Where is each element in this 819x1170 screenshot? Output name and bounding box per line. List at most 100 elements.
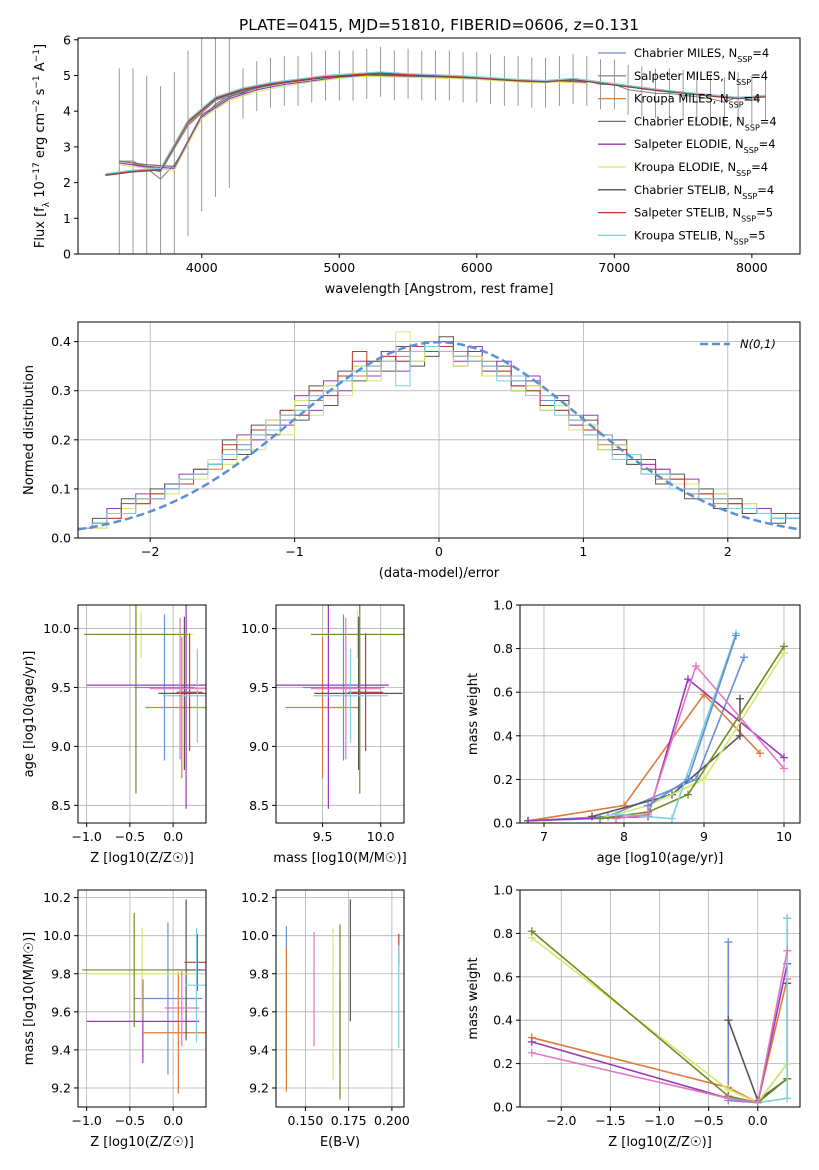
age-vs-mass-panel: 9.5 10.0 8.5 9.0 9.5 10.0 mass [log10(M/M☉)]	[241, 604, 407, 866]
plot-area	[82, 899, 206, 1094]
weight-series-line	[531, 930, 788, 1104]
model-spectrum-line	[119, 75, 587, 171]
weight-marker	[732, 631, 740, 640]
plot-area	[84, 605, 206, 809]
x-axis-label: age [log10(age/yr)]	[597, 851, 724, 866]
y-tick-label: 3	[63, 139, 71, 154]
x-tick-label: 2	[724, 544, 732, 559]
x-tick-label: 9	[700, 829, 708, 844]
legend-entry: Chabrier ELODIE, NSSP=4	[634, 114, 777, 131]
y-tick-label: 0.0	[493, 1100, 513, 1115]
x-tick-label: −1.0	[71, 1113, 101, 1128]
weight-series-line	[599, 645, 785, 820]
residuals-panel: −2 −1 0 1 2 0.0 0.1 0.2 0.3 0.4 (data-model)/error…	[22, 321, 801, 581]
y-tick-label: 4	[63, 104, 71, 119]
errorbar-point	[176, 633, 203, 752]
y-axis-label: mass weight	[466, 673, 481, 755]
weight-marker	[780, 753, 788, 762]
y-tick-label: 0.4	[493, 1013, 513, 1028]
weight-marker	[684, 775, 692, 784]
errorbar-point	[162, 648, 206, 743]
axes-frame	[275, 889, 405, 1108]
x-tick-label: 0.0	[748, 1113, 768, 1128]
axes-frame	[519, 889, 801, 1108]
model-spectrum-line	[105, 71, 766, 175]
x-tick-label: 8	[620, 829, 628, 844]
y-tick-label: 0.4	[493, 728, 513, 743]
y-tick-label: 9.8	[249, 966, 269, 981]
weight-series-line	[757, 918, 789, 1104]
weight-marker	[684, 675, 692, 684]
x-tick-label: −1.0	[71, 829, 101, 844]
y-axis-label: mass [log10(M/M☉)]	[22, 932, 37, 1065]
mass-vs-metallicity-panel: −1.0 −0.5 0.0 9.2 9.4 9.6 9.8 10.0 10.2 Z [log10(…	[22, 889, 207, 1150]
errorbar-point	[314, 616, 403, 770]
y-tick-label: 9.6	[51, 1004, 71, 1019]
x-tick-label: 7	[540, 829, 548, 844]
weight-marker	[780, 764, 788, 773]
y-tick-label: 10.0	[241, 928, 269, 943]
x-tick-label: 4000	[186, 260, 218, 275]
weight-marker	[756, 749, 764, 758]
plot-area	[105, 38, 767, 254]
plot-area	[78, 331, 800, 538]
spectrum-panel: 4000 5000 6000 7000 8000 0 1 2 3 4 5 6 wavelength [A…	[32, 32, 801, 297]
weight-marker	[740, 653, 748, 662]
model-spectrum-line	[132, 73, 670, 173]
legend-entry: Kroupa MILES, NSSP=4	[634, 92, 760, 110]
x-tick-label: 0.0	[163, 829, 183, 844]
errorbar-point	[82, 912, 187, 1028]
y-tick-label: 0.4	[51, 334, 71, 349]
model-spectrum-line	[132, 72, 670, 172]
x-tick-label: 10.0	[367, 829, 395, 844]
x-axis-label: mass [log10(M/M☉)]	[273, 851, 406, 866]
weight-marker	[736, 694, 744, 703]
weight-vs-age-panel: 7 8 9 10 0.0 0.2 0.4 0.6 0.8 1.0 age [log10(age/yr…	[466, 598, 801, 866]
weight-marker	[527, 1048, 536, 1057]
plot-area	[527, 914, 792, 1107]
y-tick-label: 0.8	[493, 926, 513, 941]
x-tick-label: 8000	[736, 260, 768, 275]
errorbar-point	[86, 979, 200, 1064]
errorbar-point	[143, 971, 206, 1094]
x-tick-label: −1.5	[595, 1113, 625, 1128]
y-tick-label: 9.5	[51, 680, 71, 695]
y-tick-label: 5	[63, 68, 71, 83]
errorbar-point	[90, 928, 194, 1020]
legend-entry: Kroupa ELODIE, NSSP=4	[634, 160, 768, 178]
x-tick-label: 9.5	[313, 829, 333, 844]
errorbar-point	[149, 617, 206, 760]
legend-entry: Kroupa STELIB, NSSP=5	[634, 228, 765, 246]
x-tick-label: 5000	[323, 260, 355, 275]
weight-marker	[700, 775, 708, 784]
weight-marker	[684, 790, 692, 799]
x-tick-label: 7000	[598, 260, 630, 275]
legend-entry: Salpeter STELIB, NSSP=5	[634, 206, 773, 224]
plot-area	[276, 605, 404, 809]
errorbar-point	[302, 614, 385, 761]
axes-frame	[519, 604, 801, 824]
x-tick-label: 0.200	[374, 1113, 410, 1128]
mass-vs-extinction-panel: 0.150 0.175 0.200 9.2 9.4 9.6 9.8 10.0 10.2 E(B-V…	[241, 889, 410, 1150]
x-tick-label: 0.0	[163, 1113, 183, 1128]
y-tick-label: 0.2	[493, 1056, 513, 1071]
y-axis-label: Flux [fλ 10−17 erg cm−2 s−1 A−1]	[32, 44, 52, 248]
y-tick-label: 2	[63, 175, 71, 190]
x-tick-label: −0.5	[693, 1113, 723, 1128]
errorbar-point	[276, 605, 389, 809]
y-tick-label: 10.0	[43, 928, 71, 943]
y-tick-label: 6	[63, 32, 71, 47]
x-tick-label: 0	[435, 544, 443, 559]
legend-entry: Chabrier MILES, NSSP=4	[634, 46, 769, 64]
weight-marker	[644, 810, 652, 819]
weight-marker	[644, 801, 652, 810]
y-tick-label: 9.2	[51, 1080, 71, 1095]
spectrum-legend: Chabrier MILES, NSSP=4 Salpeter MILES, NS…	[598, 46, 777, 246]
x-axis-label: E(B-V)	[320, 1135, 360, 1150]
errorbar-point	[185, 928, 206, 1043]
y-tick-label: 9.2	[249, 1080, 269, 1095]
errorbar-point	[310, 617, 381, 760]
y-tick-label: 10.0	[43, 621, 71, 636]
y-tick-label: 0.3	[51, 383, 71, 398]
x-tick-label: 1	[579, 544, 587, 559]
